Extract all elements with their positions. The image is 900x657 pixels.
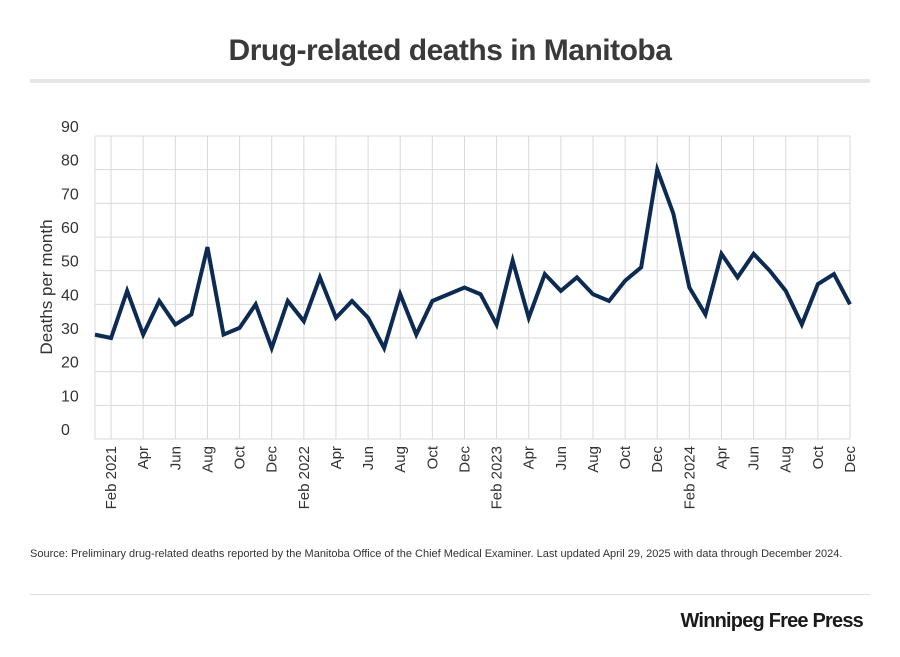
y-tick-label: 40	[61, 287, 79, 304]
y-tick-label: 80	[61, 153, 79, 170]
x-tick-label: Feb 2022	[296, 446, 313, 509]
x-tick-label: Apr	[135, 446, 152, 469]
x-tick-label: Aug	[199, 446, 216, 473]
x-tick-label: Dec	[264, 446, 281, 473]
x-tick-label: Jun	[167, 446, 184, 470]
x-tick-label: Oct	[617, 445, 634, 469]
x-tick-label: Dec	[842, 446, 859, 473]
x-tick-label: Feb 2021	[103, 446, 120, 509]
y-tick-label: 20	[61, 355, 79, 372]
x-tick-label: Apr	[521, 446, 538, 469]
y-tick-label: 60	[61, 220, 79, 237]
y-axis-ticks: 0 10 20 30 40 50 60 70 80 90	[61, 119, 79, 439]
x-tick-label: Oct	[232, 445, 249, 469]
x-axis-ticks: Feb 2021 Apr Jun Aug Oct Dec Feb 2022 Apr Jun Aug…	[103, 445, 859, 509]
x-tick-label: Dec	[649, 446, 666, 473]
series-group	[94, 161, 852, 355]
x-tick-label: Oct	[424, 445, 441, 469]
x-tick-label: Jun	[746, 446, 763, 470]
series-points	[94, 169, 851, 349]
grid-lines	[94, 135, 851, 440]
x-tick-label: Aug	[778, 446, 795, 473]
brand-logo: Winnipeg Free Press	[680, 610, 864, 632]
y-tick-label: 50	[61, 254, 79, 271]
y-tick-label: 0	[61, 422, 70, 439]
chart-title: Drug-related deaths in Manitoba	[228, 34, 672, 67]
x-tick-label: Aug	[392, 446, 409, 473]
x-tick-label: Jun	[553, 446, 570, 470]
line-chart: 0 10 20 30 40 50 60 70 80 90 Feb 2021 Apr Jun Aug Oct…	[37, 119, 859, 509]
x-tick-label: Dec	[456, 446, 473, 473]
series-line	[94, 161, 852, 355]
title-divider	[30, 79, 870, 83]
x-tick-label: Aug	[585, 446, 602, 473]
x-tick-label: Apr	[328, 446, 345, 469]
x-tick-label: Feb 2023	[489, 446, 506, 509]
footer-divider	[30, 594, 870, 595]
x-tick-label: Apr	[713, 446, 730, 469]
y-axis-label: Deaths per month	[37, 219, 56, 354]
y-tick-label: 10	[61, 388, 79, 405]
y-tick-label: 90	[61, 119, 79, 136]
x-tick-label: Jun	[360, 446, 377, 470]
x-tick-label: Oct	[810, 445, 827, 469]
y-tick-label: 70	[61, 186, 79, 203]
source-note: Source: Preliminary drug-related deaths …	[30, 548, 843, 560]
x-tick-label: Feb 2024	[681, 446, 698, 509]
y-tick-label: 30	[61, 321, 79, 338]
